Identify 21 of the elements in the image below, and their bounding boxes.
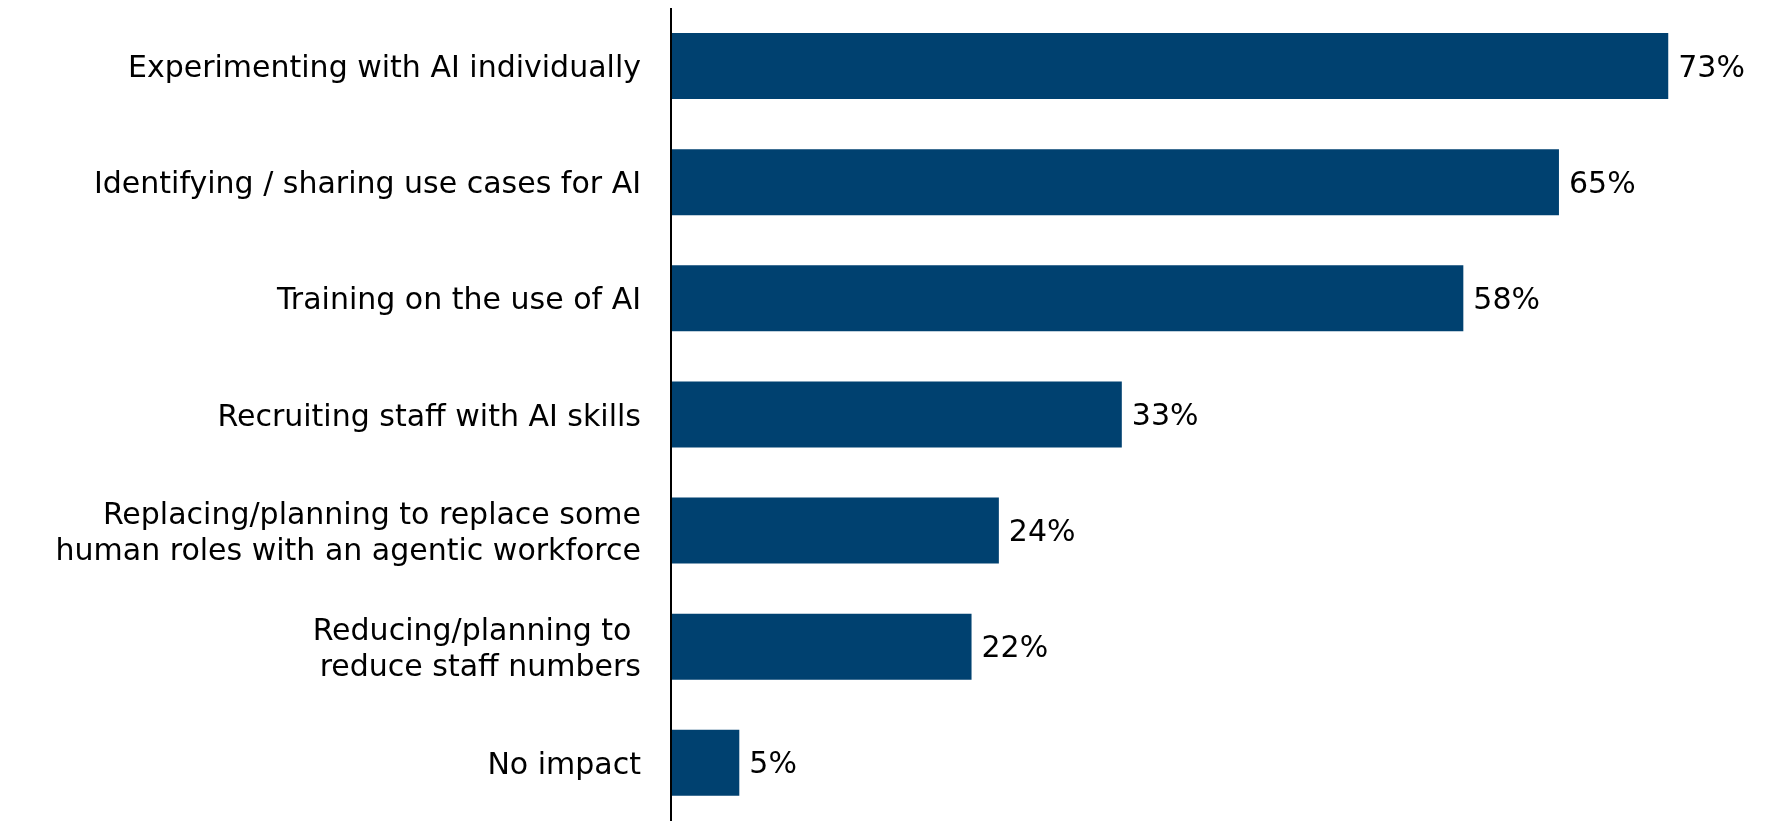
y-tick-label: Identifying / sharing use cases for AI [93,164,641,200]
data-label: 65% [1568,164,1636,200]
data-label: 33% [1131,396,1199,432]
bar [671,613,972,680]
y-tick-label: Recruiting staff with AI skills [217,397,641,432]
data-label: 73% [1678,48,1745,84]
bar [671,149,1559,216]
y-tick-label: Experimenting with AI individually [127,48,641,84]
y-tick-label: Reducing/planning to reduce staff numbers [312,611,641,683]
data-label: 5% [749,745,797,781]
bar [671,33,1669,99]
data-label: 22% [981,629,1049,665]
bar [671,497,999,564]
y-tick-label: Replacing/planning to replace some human roles with an agentic workforce [55,495,641,567]
data-label: 24% [1008,513,1076,549]
data-label: 58% [1473,280,1541,316]
y-tick-label: No impact [487,745,642,781]
bar [671,381,1122,448]
y-tick-label: Training on the use of AI [275,280,641,316]
bar [671,265,1464,332]
bar [671,729,740,796]
